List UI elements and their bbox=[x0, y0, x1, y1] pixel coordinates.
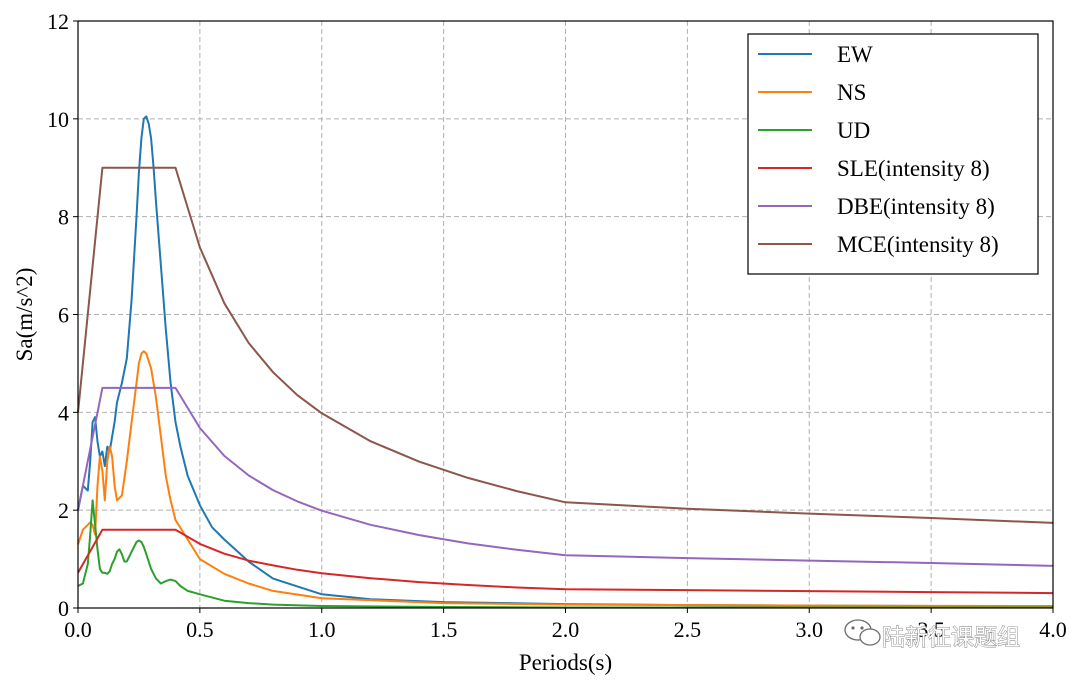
legend: EW NS UD SLE(intensity 8) DBE(intensity 8) MC… bbox=[747, 33, 1039, 275]
y-tick-label: 8 bbox=[58, 205, 69, 230]
wechat-icon bbox=[844, 619, 881, 646]
x-axis: 0.0 0.5 1.0 1.5 2.0 2.5 3.0 3.5 4.0 bbox=[64, 608, 1067, 642]
x-tick-label: 4.0 bbox=[1039, 617, 1067, 642]
x-tick-label: 2.0 bbox=[552, 617, 580, 642]
y-tick-label: 10 bbox=[47, 107, 69, 132]
y-axis: 0 2 4 6 8 10 12 bbox=[47, 9, 78, 621]
watermark: 陆新征课题组 bbox=[844, 619, 1020, 651]
legend-label: EW bbox=[837, 42, 873, 67]
x-tick-label: 0.5 bbox=[186, 617, 214, 642]
series-line bbox=[77, 350, 1054, 607]
x-tick-label: 2.5 bbox=[674, 617, 702, 642]
legend-box bbox=[747, 33, 1039, 275]
legend-label: SLE(intensity 8) bbox=[837, 156, 990, 181]
y-tick-label: 4 bbox=[58, 400, 69, 425]
x-tick-label: 3.5 bbox=[917, 617, 945, 642]
y-tick-label: 6 bbox=[58, 303, 69, 328]
legend-label: UD bbox=[837, 118, 870, 143]
series-line bbox=[77, 386, 1054, 567]
x-axis-label: Periods(s) bbox=[519, 650, 612, 675]
x-tick-label: 1.0 bbox=[308, 617, 336, 642]
y-tick-label: 0 bbox=[58, 596, 69, 621]
series-lines bbox=[77, 115, 1054, 609]
series-line bbox=[77, 528, 1054, 595]
series-line bbox=[77, 499, 1053, 609]
x-tick-label: 0.0 bbox=[64, 617, 92, 642]
x-tick-label: 1.5 bbox=[430, 617, 458, 642]
series-line bbox=[77, 115, 1054, 608]
y-axis-label: Sa(m/s^2) bbox=[12, 268, 37, 362]
legend-label: DBE(intensity 8) bbox=[837, 194, 995, 219]
y-tick-label: 12 bbox=[47, 9, 69, 34]
legend-label: MCE(intensity 8) bbox=[837, 232, 999, 257]
watermark-text: 陆新征课题组 bbox=[882, 625, 1020, 651]
series-line bbox=[77, 166, 1054, 524]
x-tick-label: 3.0 bbox=[796, 617, 824, 642]
legend-label: NS bbox=[837, 80, 866, 105]
y-tick-label: 2 bbox=[58, 498, 69, 523]
